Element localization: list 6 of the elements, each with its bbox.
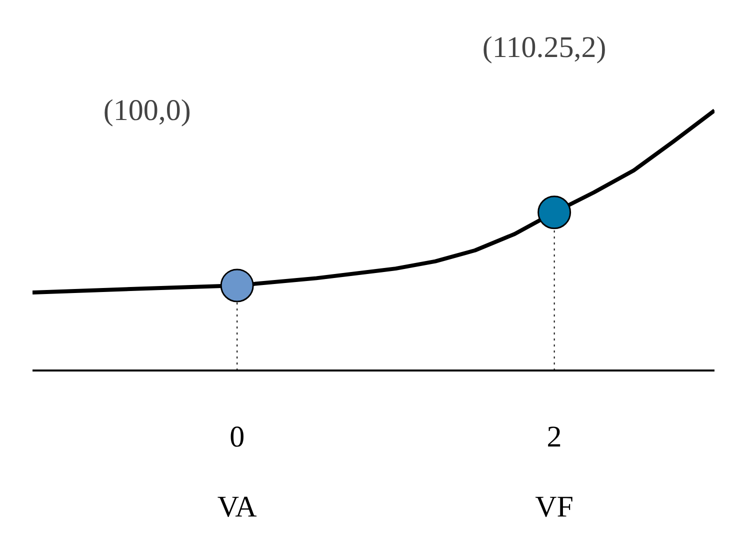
text: VA bbox=[217, 490, 258, 524]
x-tick-label: 0 bbox=[230, 420, 245, 454]
annotation: (100,0) bbox=[103, 94, 191, 127]
text: (110.25,2) bbox=[482, 30, 606, 64]
text: VF bbox=[535, 490, 574, 524]
x-tick-label: 2 bbox=[546, 420, 562, 454]
